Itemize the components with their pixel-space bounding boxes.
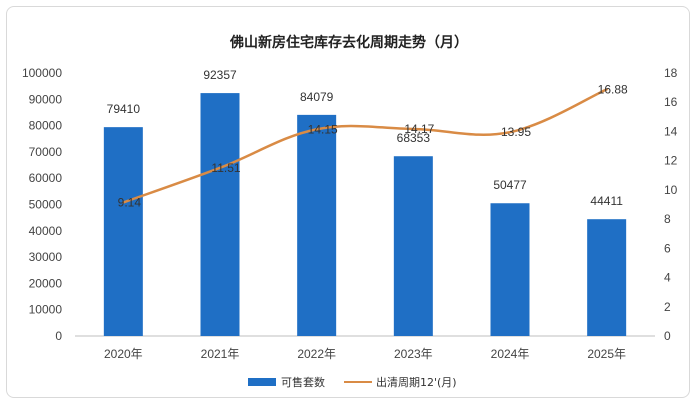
y-left-tick-label: 90000 <box>29 92 63 106</box>
chart-title: 佛山新房住宅库存去化周期走势（月） <box>229 34 468 51</box>
line-data-label: 16.88 <box>598 82 628 96</box>
x-tick-label: 2020年 <box>104 347 143 361</box>
legend-swatch-bar <box>248 378 276 386</box>
bar <box>490 203 530 336</box>
line-data-label: 14.15 <box>308 122 338 136</box>
bar-data-label: 79410 <box>107 102 141 116</box>
y-left-tick-label: 10000 <box>29 303 63 317</box>
bar <box>587 219 627 336</box>
bar <box>200 93 240 336</box>
bar-data-label: 50477 <box>493 178 527 192</box>
y-left-tick-label: 70000 <box>29 145 63 159</box>
line-data-labels: 9.14 11.51 14.15 14.17 13.95 16.88 <box>118 82 628 209</box>
line-path <box>122 88 608 204</box>
y-left-tick-label: 100000 <box>22 66 62 80</box>
bar-data-label: 44411 <box>590 194 623 208</box>
x-tick-label: 2025年 <box>587 347 626 361</box>
line-data-label: 11.51 <box>211 161 240 175</box>
y-right-tick-label: 8 <box>664 212 671 226</box>
y-left-tick-label: 50000 <box>29 198 63 212</box>
line-data-label: 13.95 <box>501 125 531 139</box>
y-left-tick-label: 40000 <box>29 224 63 238</box>
bar-data-label: 68353 <box>397 131 431 145</box>
x-tick-label: 2022年 <box>297 347 336 361</box>
bar <box>297 114 337 337</box>
y-right-tick-label: 2 <box>664 300 671 314</box>
y-right-tick-label: 12 <box>664 154 678 168</box>
y-left-tick-label: 30000 <box>29 250 63 264</box>
y-right-tick-label: 18 <box>664 66 678 80</box>
x-tick-label: 2024年 <box>491 347 530 361</box>
y-left-tick-label: 60000 <box>29 171 63 185</box>
x-tick-label: 2023年 <box>394 347 433 361</box>
bar-data-label: 84079 <box>300 90 334 104</box>
bar <box>393 156 433 336</box>
legend-label-line: 出清周期12'(月) <box>376 375 457 389</box>
line-data-label: 9.14 <box>118 195 142 209</box>
y-left-tick-label: 20000 <box>29 276 63 290</box>
y-right-tick-label: 0 <box>664 329 671 343</box>
bar-data-label: 92357 <box>203 68 237 82</box>
legend: 可售套数 出清周期12'(月) <box>248 375 457 389</box>
y-right-tick-label: 16 <box>664 95 678 109</box>
legend-label-bar: 可售套数 <box>281 375 325 389</box>
y-right-tick-label: 6 <box>664 241 671 255</box>
bar <box>103 127 143 336</box>
bar-data-labels: 79410 92357 84079 68353 50477 44411 <box>107 68 624 208</box>
x-tick-label: 2021年 <box>201 347 240 361</box>
line-data-label: 14.17 <box>404 122 434 136</box>
y-left-tick-label: 80000 <box>29 119 63 133</box>
y-left-tick-label: 0 <box>55 329 62 343</box>
y-right-tick-label: 4 <box>664 271 671 285</box>
line-series <box>122 88 608 204</box>
y-right-tick-label: 14 <box>664 124 678 138</box>
bar-series <box>103 93 627 337</box>
y-right-tick-label: 10 <box>664 183 678 197</box>
axes: 0 10000 20000 30000 40000 50000 60000 70000 8000… <box>22 66 678 361</box>
